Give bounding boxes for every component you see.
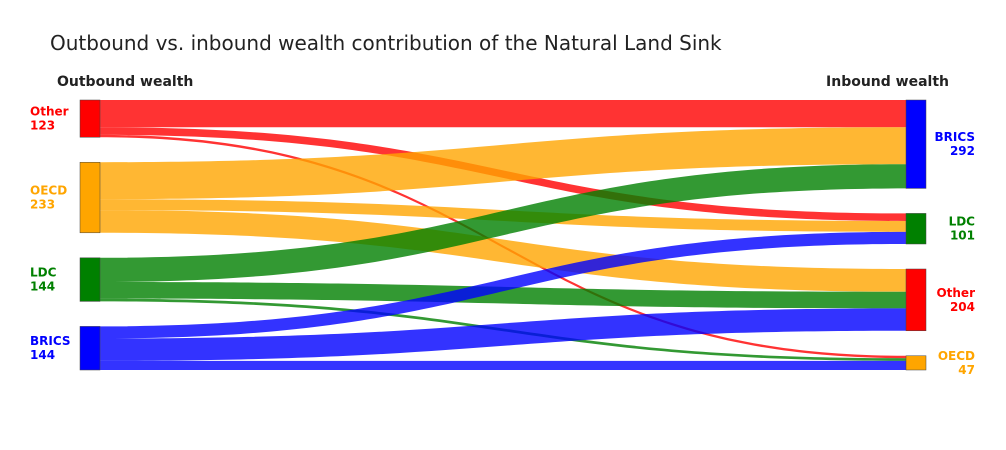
left-label-value: 233 bbox=[30, 198, 55, 212]
right-label-other: Other 204 bbox=[936, 286, 975, 314]
right-label-name: OECD bbox=[938, 349, 975, 363]
link-other-to-brics bbox=[100, 100, 906, 128]
link-oecd-to-brics bbox=[100, 127, 906, 200]
right-label-ldc: LDC 101 bbox=[949, 215, 976, 243]
right-label-name: Other bbox=[936, 286, 975, 300]
outbound-header: Outbound wealth bbox=[57, 74, 193, 90]
left-label-value: 144 bbox=[30, 348, 55, 362]
left-label-value: 144 bbox=[30, 280, 55, 294]
left-node-other bbox=[79, 99, 101, 138]
chart-title: Outbound vs. inbound wealth contribution… bbox=[50, 31, 722, 55]
link-ldc-to-brics bbox=[100, 164, 906, 283]
right-node-oecd bbox=[905, 355, 927, 371]
left-label-value: 123 bbox=[30, 119, 55, 133]
left-node-oecd bbox=[79, 161, 101, 234]
left-node-brics bbox=[79, 326, 101, 371]
left-label-brics: BRICS 144 bbox=[30, 334, 71, 362]
left-label-name: BRICS bbox=[30, 334, 71, 348]
left-node-ldc bbox=[79, 257, 101, 302]
right-label-name: LDC bbox=[949, 215, 976, 229]
right-node-other bbox=[905, 268, 927, 332]
link-brics-to-oecd bbox=[100, 360, 906, 370]
right-label-value: 292 bbox=[950, 144, 975, 158]
right-label-oecd: OECD 47 bbox=[938, 349, 975, 377]
inbound-header: Inbound wealth bbox=[826, 74, 949, 90]
right-label-value: 204 bbox=[950, 300, 975, 314]
left-label-name: LDC bbox=[30, 266, 57, 280]
right-node-brics bbox=[905, 99, 927, 189]
left-label-oecd: OECD 233 bbox=[30, 184, 67, 212]
link-oecd-to-other bbox=[100, 210, 906, 292]
right-node-ldc bbox=[905, 213, 927, 245]
left-label-ldc: LDC 144 bbox=[30, 266, 57, 294]
left-label-other: Other 123 bbox=[30, 105, 69, 133]
right-label-name: BRICS bbox=[934, 130, 975, 144]
link-brics-to-ldc bbox=[100, 231, 906, 339]
left-label-name: Other bbox=[30, 105, 69, 119]
left-label-name: OECD bbox=[30, 184, 67, 198]
sankey-links bbox=[100, 100, 906, 370]
link-ldc-to-other bbox=[100, 282, 906, 309]
right-label-brics: BRICS 292 bbox=[934, 130, 975, 158]
right-label-value: 101 bbox=[950, 229, 975, 243]
right-label-value: 47 bbox=[958, 363, 975, 377]
link-brics-to-other bbox=[100, 308, 906, 361]
